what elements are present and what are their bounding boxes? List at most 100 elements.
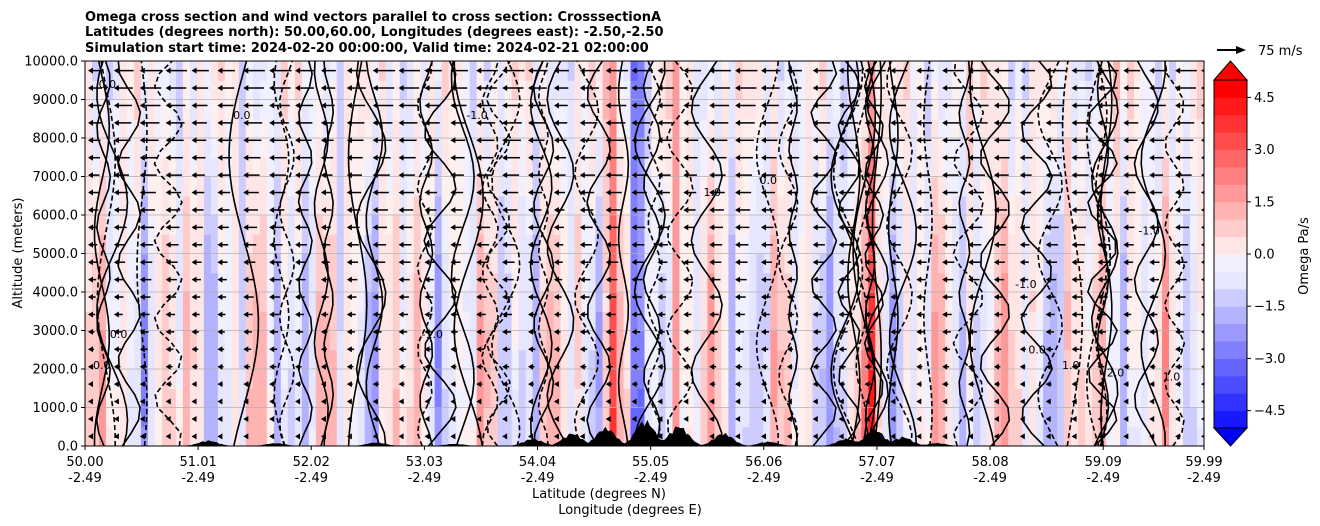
wind-vector-head	[88, 276, 93, 283]
wind-vector-head	[113, 172, 119, 179]
omega-cell	[637, 138, 646, 158]
omega-cell	[413, 234, 422, 255]
omega-cell	[1106, 369, 1114, 389]
omega-cell	[553, 330, 562, 351]
wind-vector-head	[993, 67, 999, 74]
omega-cell	[427, 253, 436, 274]
wind-vector-head	[450, 85, 456, 92]
omega-cell	[1127, 215, 1135, 235]
wind-vector-head	[838, 67, 844, 74]
omega-cell	[413, 388, 422, 409]
omega-cell	[770, 388, 778, 409]
omega-cell	[595, 292, 604, 312]
omega-cell	[161, 330, 170, 351]
omega-cell	[1141, 80, 1149, 101]
wind-vector-head	[88, 259, 93, 266]
omega-cell	[952, 349, 960, 370]
omega-cell	[266, 407, 275, 428]
wind-vector-head	[243, 137, 249, 144]
omega-cell	[1092, 234, 1100, 255]
wind-vector-head	[786, 276, 792, 283]
omega-cell	[777, 138, 785, 158]
omega-cell	[126, 272, 135, 293]
omega-cell	[441, 388, 450, 409]
omega-cell	[1120, 388, 1128, 409]
omega-cell	[840, 369, 848, 389]
omega-cell	[161, 388, 170, 409]
wind-vector-head	[657, 433, 663, 440]
wind-vector-head	[243, 363, 249, 370]
omega-cell	[791, 138, 799, 158]
omega-cell	[231, 349, 240, 370]
omega-cell	[980, 99, 988, 120]
omega-cell	[308, 388, 317, 409]
wind-vector-head	[968, 206, 974, 213]
omega-cell	[826, 407, 834, 428]
omega-cell	[1176, 99, 1184, 120]
omega-cell	[574, 80, 583, 101]
wind-vector-head	[528, 311, 534, 318]
omega-cell	[525, 138, 534, 158]
omega-cell	[85, 407, 93, 428]
omega-cell	[385, 272, 394, 293]
omega-cell	[1043, 311, 1051, 332]
omega-cell	[406, 330, 415, 351]
omega-cell	[476, 330, 485, 351]
wind-vector-head	[631, 102, 637, 109]
wind-vector-head	[942, 363, 948, 370]
omega-cell	[231, 234, 240, 255]
omega-cell	[168, 176, 177, 197]
omega-cell	[574, 388, 583, 409]
wind-vector-head	[346, 294, 352, 301]
omega-cell	[399, 311, 408, 332]
omega-cell	[126, 80, 135, 101]
wind-vector-head	[191, 172, 197, 179]
omega-cell	[581, 272, 590, 293]
omega-cell	[301, 215, 310, 235]
omega-cell	[952, 330, 960, 351]
omega-cell	[189, 176, 198, 197]
wind-vector-head	[709, 102, 715, 109]
omega-cell	[777, 234, 785, 255]
omega-cell	[840, 99, 848, 120]
wind-vector-head	[398, 206, 404, 213]
omega-cell	[1099, 195, 1107, 216]
wind-vector-head	[450, 328, 456, 335]
wind-vector-head	[139, 433, 145, 440]
omega-cell	[1169, 176, 1177, 197]
omega-cell	[140, 272, 149, 293]
omega-cell	[966, 272, 974, 293]
omega-cell	[672, 215, 681, 235]
wind-vector-head	[269, 276, 275, 283]
omega-cell	[938, 138, 946, 158]
omega-cell	[434, 407, 443, 428]
wind-vector-head	[838, 206, 844, 213]
omega-cell	[245, 426, 254, 446]
omega-cell	[294, 118, 303, 139]
omega-cell	[973, 99, 981, 120]
omega-cell	[385, 176, 394, 197]
omega-cell	[847, 253, 855, 274]
omega-cell	[371, 99, 380, 120]
wind-vector-head	[812, 328, 818, 335]
omega-cell	[490, 272, 499, 293]
omega-cell	[336, 426, 345, 446]
omega-cell	[994, 388, 1002, 409]
omega-cell	[595, 311, 604, 332]
omega-cell	[343, 311, 352, 332]
omega-cell	[532, 292, 541, 312]
omega-cell	[910, 80, 918, 101]
omega-cell	[224, 234, 233, 255]
omega-cell	[371, 292, 380, 312]
omega-cell	[1015, 138, 1023, 158]
wind-vector-head	[735, 189, 741, 196]
omega-cell	[126, 138, 135, 158]
omega-cell	[840, 253, 848, 274]
wind-vector-head	[424, 241, 430, 248]
wind-vector-head	[372, 398, 378, 405]
omega-cell	[903, 388, 911, 409]
omega-cell	[308, 215, 317, 235]
omega-cell	[1197, 369, 1204, 389]
omega-cell	[574, 99, 583, 120]
omega-cell	[791, 426, 799, 446]
